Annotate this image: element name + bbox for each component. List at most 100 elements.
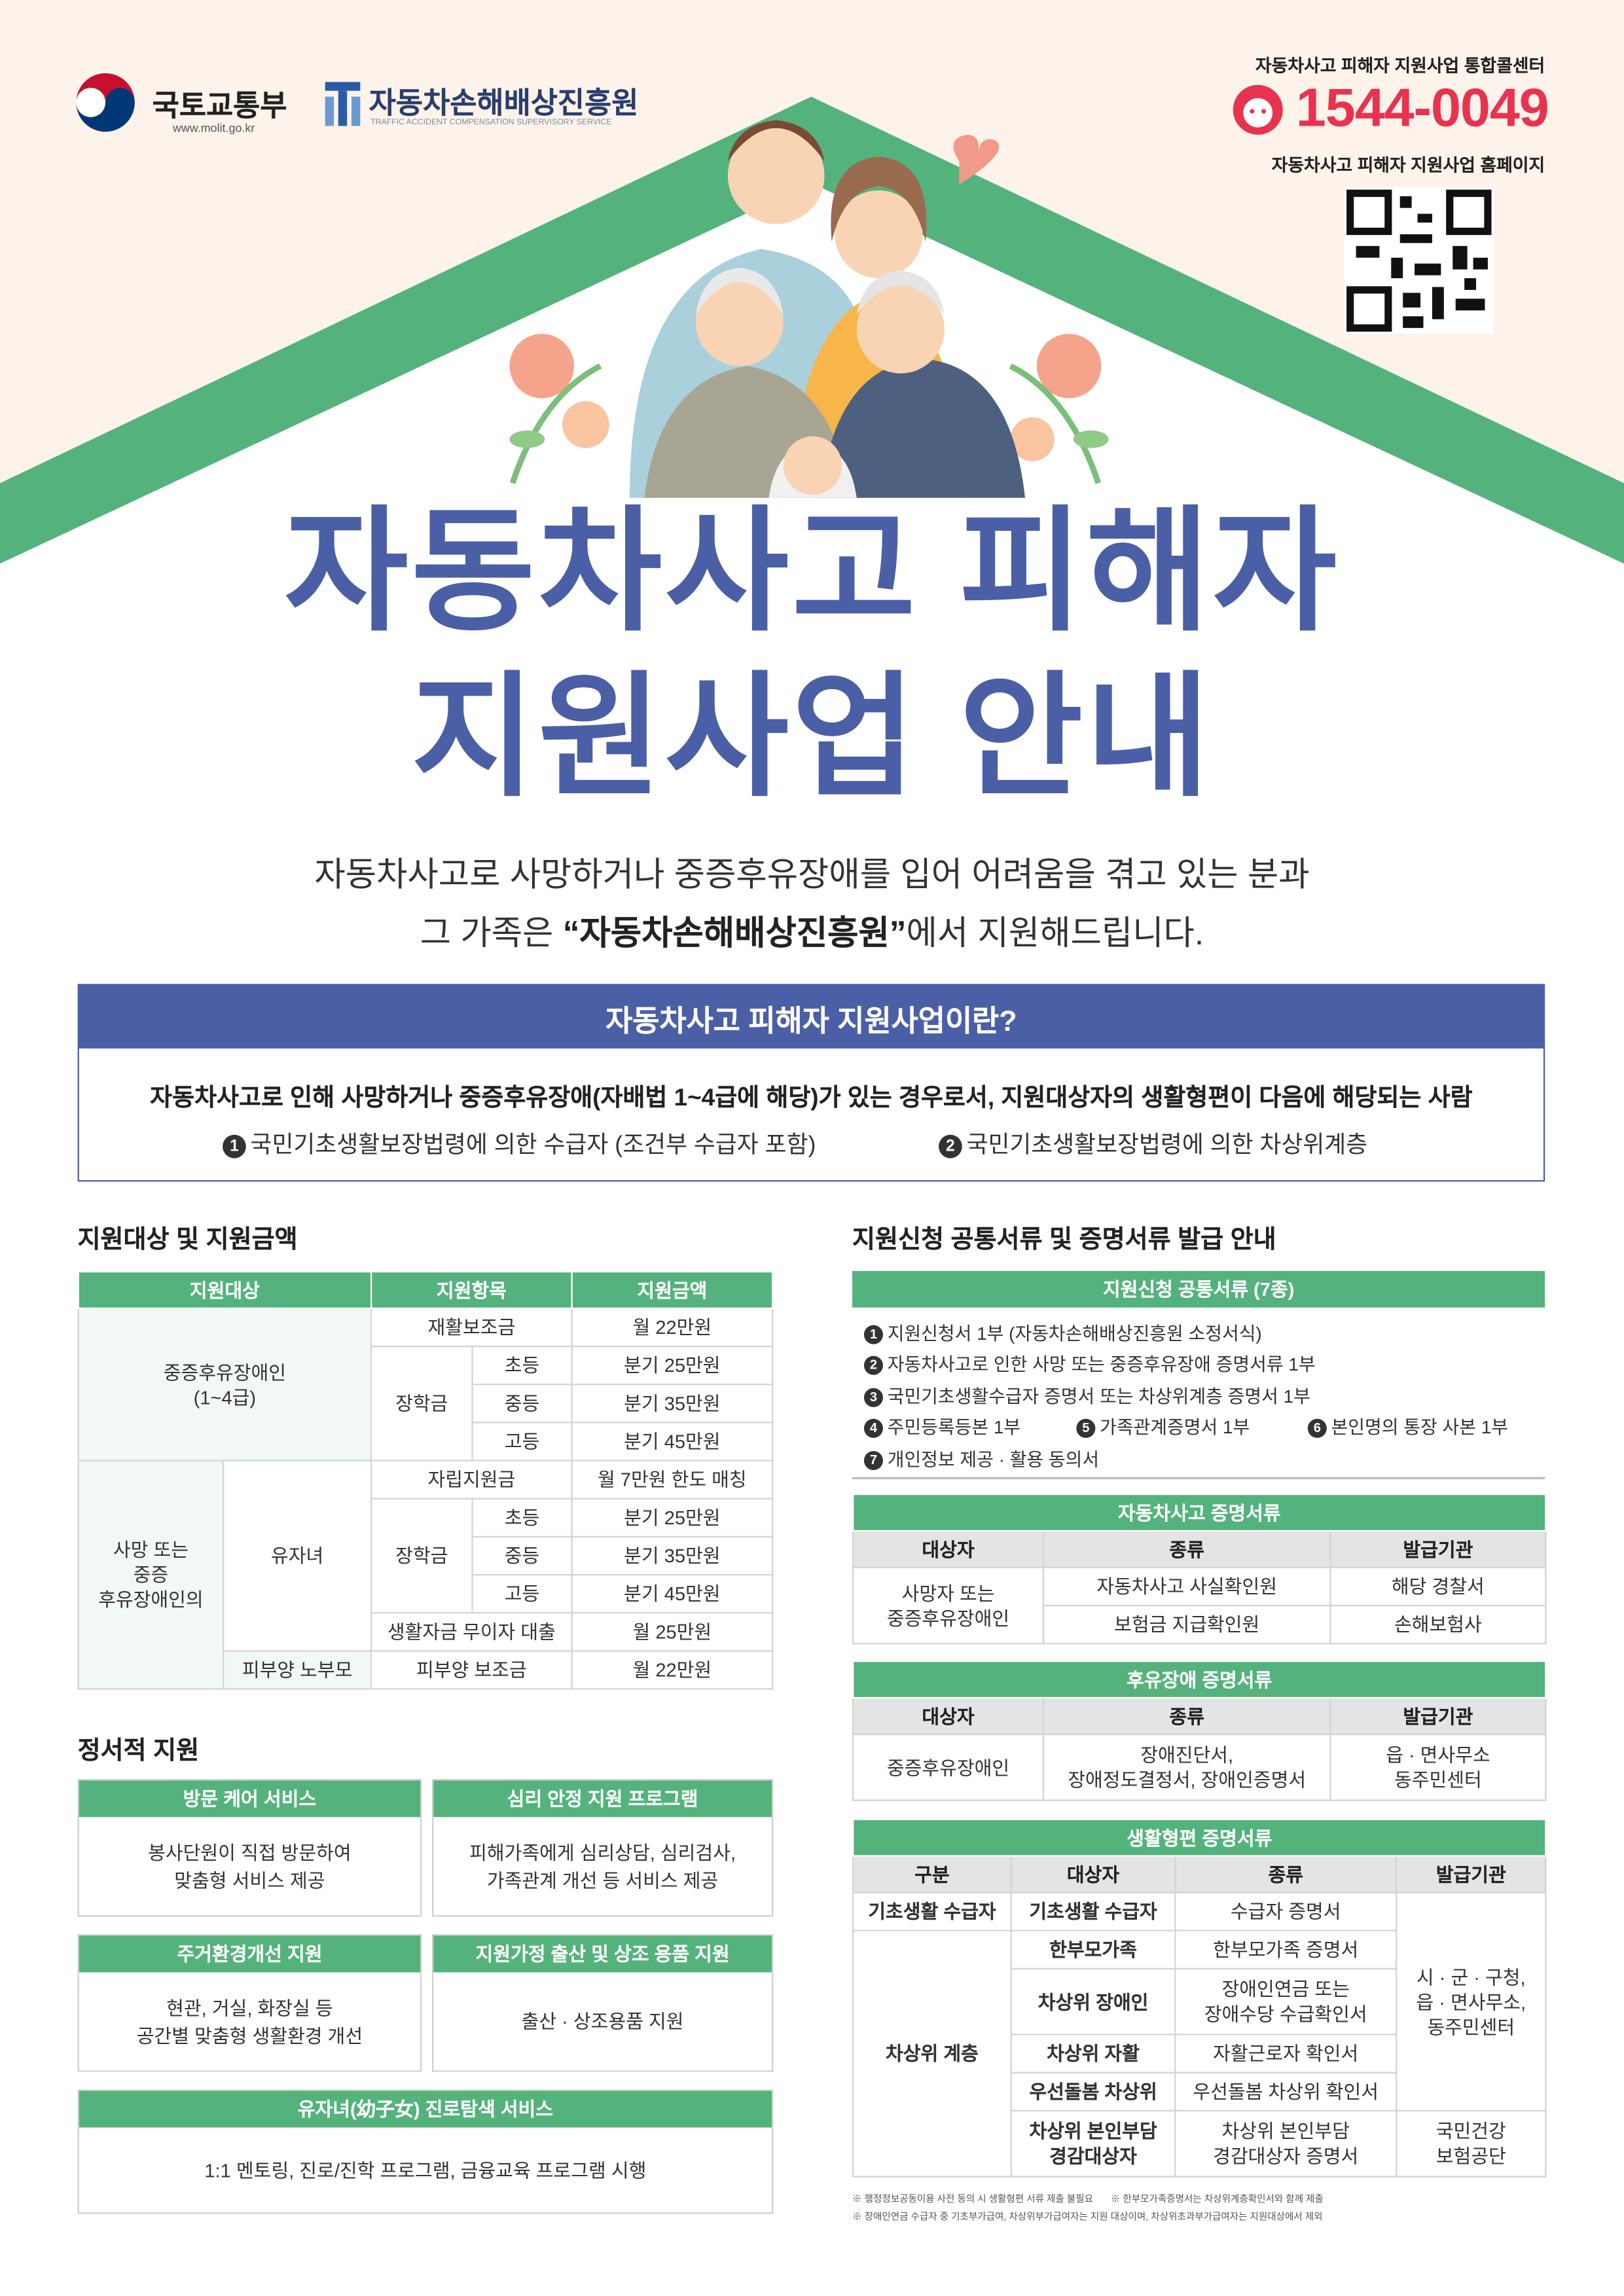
shape [727,120,825,162]
table-cell: 우선돌봄 차상위 확인서 [1174,2072,1398,2111]
table-row: 중등 분기 35만원 [79,1535,774,1576]
table-cell: 차상위 장애인 [1010,1967,1176,2036]
shape [1403,316,1424,329]
doc-item: 7 개인정보 제공 · 활용 동의서 [863,1444,1100,1472]
ministry-name: 국토교통부 [152,90,287,123]
column-header: 지원금액 [571,1270,774,1310]
shape [1391,257,1403,279]
table-row: 장학금 초등 분기 25만원 [79,1498,774,1614]
doc-item: 2 자동차사고로 인한 사망 또는 중증후유장애 증명서류 1부 [863,1348,1316,1376]
text: 지원신청서 1부 (자동차손해배상진흥원 소정서식) [887,1323,1262,1344]
text-line: 장애인연금 또는 [1221,1978,1350,2000]
shape [325,96,334,126]
target-cell: 사망 또는 중증 후유장애인의 [77,1460,225,1690]
roof [0,96,1624,564]
agency-name: 자동차손해배상진흥원 [369,88,639,120]
shape [338,90,348,126]
table-cell: 분기 45만원 [571,1573,774,1614]
text-line: 중증후유장애인 [886,1607,1010,1629]
text-line: 장애정도결정서, 장애인증명서 [1068,1768,1307,1791]
item-number: 7 [863,1451,884,1471]
card-body: 봉사단원이 직접 방문하여 맞춤형 서비스 제공 [79,1817,420,1915]
shape: 자동차사고 증명서류 대상자 종류 발급기관 사망자 또는 중증후유장애인 자동차사고 … [852,1493,1547,1645]
text-line: 보험공단 [1435,2145,1506,2167]
phone-number: 1544-0049 [1295,77,1549,138]
definition-header [77,984,1545,1049]
table-header: 자동차사고 증명서류 [852,1493,1547,1532]
table-header: 대상자 [852,1696,1045,1736]
doc-item: 5 가족관계증명서 1부 [1076,1412,1250,1440]
table-cell: 고등 [471,1573,573,1614]
card-title: 방문 케어 서비스 [79,1780,421,1818]
card-body: 현관, 거실, 화장실 등 공간별 맞춤형 생활환경 개선 [79,1972,420,2070]
shape [1473,257,1488,270]
shape [76,88,135,132]
text-line: 동주민센터 [1427,2015,1515,2037]
table-cell: 국민건강 보험공단 [1396,2109,1547,2178]
text-block: 봉사단원이 직접 방문하여 맞춤형 서비스 제공 [148,1839,352,1894]
text-line: 장애진단서, [1140,1744,1234,1767]
item-number: 1 [223,1134,246,1158]
shape [509,363,1102,484]
call-icon [1233,84,1283,135]
text-block: 읍 · 면사무소 동주민센터 [1331,1742,1545,1792]
target-cell: 중증후유장애인 (1~4급) [77,1307,372,1462]
text-block: 한부모가족 [1012,1937,1174,1962]
service-card: 심리 안정 지원 프로그램 피해가족에게 심리상담, 심리검사, 가족관계 개선 등… [431,1779,774,1917]
text-block: 사망 또는 중증 후유장애인의 [79,1537,223,1612]
shape: 후유장애 증명서류 대상자 종류 발급기관 중증후유장애인 장애진단서, 장애정도결정서… [852,1660,1547,1801]
table-cell: 차상위 계층 [852,1929,1012,2178]
shape [856,285,945,374]
table-row: 차상위 계층 한부모가족 한부모가족 증명서 [852,1929,1545,2178]
text-line: 맞춤형 서비스 제공 [174,1869,325,1892]
text: 가족관계증명서 1부 [1100,1417,1250,1438]
table-row: 후유장애 증명서류 [852,1660,1547,1699]
table-row: 고등 분기 45만원 [79,1573,774,1614]
shape [856,270,945,315]
table-cell: 분기 35만원 [571,1535,774,1576]
text-block: 차상위 본인부담 경감대상자 증명서 [1176,2119,1396,2168]
table-row: 기초생활 수급자 기초생활 수급자 수급자 증명서 시 · 군 · 구청, 읍 · 면사… [852,1892,1547,2111]
intro-text: 그 가족은 [420,913,563,952]
doc-item: 3 국민기초생활수급자 증명서 또는 차상위계층 증명서 1부 [863,1381,1310,1409]
text-line: 사망 또는 [113,1539,189,1561]
table-row: 중증후유장애인 장애진단서, 장애정도결정서, 장애인증명서 읍 · 면사무소 동주민센… [852,1733,1547,1801]
column-header: 지원항목 [370,1270,573,1310]
text-line: 중증 [133,1564,169,1586]
shape [1399,196,1412,208]
text-block: 차상위 자활 [1012,2041,1174,2066]
table-row: 생활형편 증명서류 [852,1818,1547,1857]
text-line: 우선돌봄 차상위 확인서 [1193,2080,1379,2103]
text-block: 중증후유장애인 (1~4급) [79,1359,370,1409]
table-cell: 읍 · 면사무소 동주민센터 [1329,1733,1547,1801]
section-heading: 지원대상 및 지원금액 [77,1225,298,1254]
text-block: 출산 · 상조용품 지원 [522,2007,684,2036]
table-cell: 중등 [471,1384,573,1424]
text-line: 시 · 군 · 구청, [1416,1965,1526,1988]
item-number: 3 [863,1388,884,1407]
text-line: 경감대상자 [1049,2145,1137,2167]
intro-line: 자동차사고로 사망하거나 중증후유장애를 입어 어려움을 겪고 있는 분과 [314,855,1310,893]
text-line: 출산 · 상조용품 지원 [521,2010,684,2033]
ministry-emblem [76,73,135,132]
ministry-url: www.molit.go.kr [172,121,255,135]
text: 개인정보 제공 · 활용 동의서 [887,1449,1100,1471]
text-block: 피해가족에게 심리상담, 심리검사, 가족관계 개선 등 서비스 제공 [469,1839,736,1894]
text-block: 1:1 멘토링, 진로/진학 프로그램, 금융교육 프로그램 시행 [204,2156,646,2184]
intro-emphasis: “자동차손해배상진흥원” [562,913,907,952]
table-cell: 초등 [471,1345,573,1386]
shape [1346,286,1392,332]
table-cell: 시 · 군 · 구청, 읍 · 면사무소, 동주민센터 [1396,1892,1547,2111]
service-card: 지원가정 출산 및 상조 용품 지원 출산 · 상조용품 지원 [431,1934,774,2072]
callcenter-label: 자동차사고 피해자 지원사업 통합콜센터 [1255,56,1545,77]
table-row: 사망자 또는 중증후유장애인 자동차사고 사실확인원 해당 경찰서 [852,1566,1547,1645]
shape [831,156,927,242]
shape: 생활형편 증명서류 구분 대상자 종류 발급기관 기초생활 수급자 기초생활 수급자 수급… [852,1818,1547,2178]
table-row: 중등 분기 35만원 [79,1384,774,1424]
table-cell: 고등 [471,1422,573,1462]
text: 자동차사고로 인한 사망 또는 중증후유장애 증명서류 1부 [887,1354,1316,1375]
text-block: 장애진단서, 장애정도결정서, 장애인증명서 [1044,1742,1329,1792]
shape [1399,234,1432,243]
table-header: 구분 [852,1855,1012,1893]
text-line: 공간별 맞춤형 생활환경 개선 [136,2024,363,2047]
